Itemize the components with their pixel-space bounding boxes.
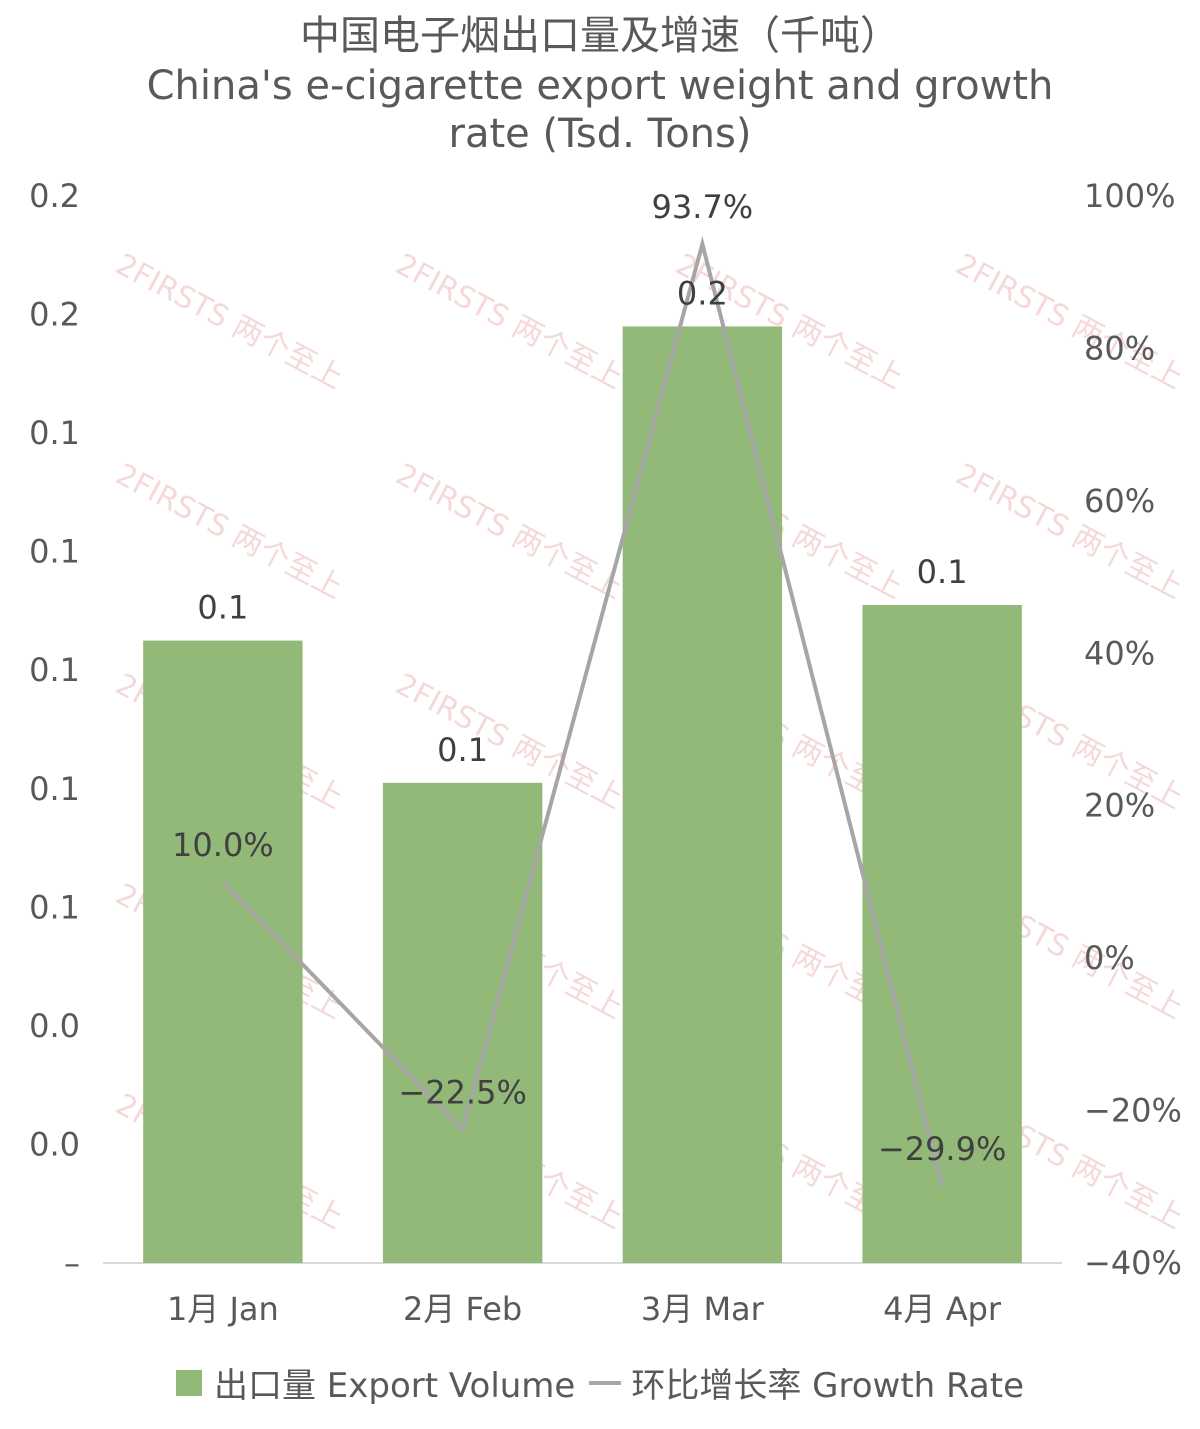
chart-plot: – 0.0 0.0 0.1 0.1 0.1 0.1 0.1 0.2 0.2 −40% −20% 0% 20… — [29, 177, 1182, 1328]
legend-bar-swatch — [175, 1369, 202, 1396]
y-left-tick-label: – — [64, 1244, 80, 1282]
x-category-label: 4月 Apr — [883, 1290, 1002, 1328]
chart-title-cn: 中国电子烟出口量及增速（千吨） — [300, 13, 900, 59]
y-right-tick-label: 100% — [1084, 177, 1175, 215]
chart-title-en-line1: China's e-cigarette export weight and gr… — [146, 63, 1054, 109]
y-right-tick-label: −40% — [1084, 1244, 1182, 1282]
line-data-label: −22.5% — [398, 1074, 526, 1112]
y-right-tick-label: 20% — [1084, 787, 1155, 825]
y-right-tick-label: 80% — [1084, 329, 1155, 367]
legend-bar-label: 出口量 Export Volume — [213, 1366, 576, 1406]
y-left-tick-label: 0.2 — [29, 177, 80, 215]
y-left-tick-label: 0.0 — [29, 1125, 80, 1163]
x-category-label: 2月 Feb — [403, 1290, 522, 1328]
y-right-tick-label: 40% — [1084, 634, 1155, 672]
bar-export-volume — [622, 326, 783, 1263]
y-left-tick-label: 0.0 — [29, 1007, 80, 1045]
bar-data-label: 0.1 — [437, 731, 488, 769]
line-data-label: 93.7% — [652, 188, 754, 226]
x-category-label: 3月 Mar — [641, 1290, 765, 1328]
line-data-label: 10.0% — [172, 826, 274, 864]
y-right-tick-label: 60% — [1084, 482, 1155, 520]
y-left-tick-label: 0.1 — [29, 533, 80, 571]
y-left-tick-label: 0.1 — [29, 414, 80, 452]
chart-title-en-line2: rate (Tsd. Tons) — [448, 111, 752, 157]
legend-line-swatch — [589, 1380, 622, 1385]
y-left-tick-label: 0.2 — [29, 296, 80, 334]
bar-data-label: 0.1 — [197, 589, 248, 627]
bar-data-label: 0.1 — [917, 553, 968, 591]
bar-data-label: 0.2 — [677, 274, 728, 312]
line-data-label: −29.9% — [878, 1130, 1006, 1168]
legend-line-label: 环比增长率 Growth Rate — [631, 1366, 1025, 1406]
x-category-label: 1月 Jan — [167, 1290, 279, 1328]
y-right-tick-label: 0% — [1084, 939, 1135, 977]
y-left-tick-label: 0.1 — [29, 770, 80, 808]
y-left-tick-label: 0.1 — [29, 888, 80, 926]
y-right-tick-label: −20% — [1084, 1092, 1182, 1130]
chart-legend: 出口量 Export Volume 环比增长率 Growth Rate — [0, 1358, 1200, 1407]
line-growth-rate — [221, 236, 945, 1187]
bar-export-volume — [382, 782, 543, 1263]
y-left-tick-label: 0.1 — [29, 651, 80, 689]
bar-export-volume — [862, 605, 1022, 1263]
bar-export-volume — [143, 640, 303, 1263]
